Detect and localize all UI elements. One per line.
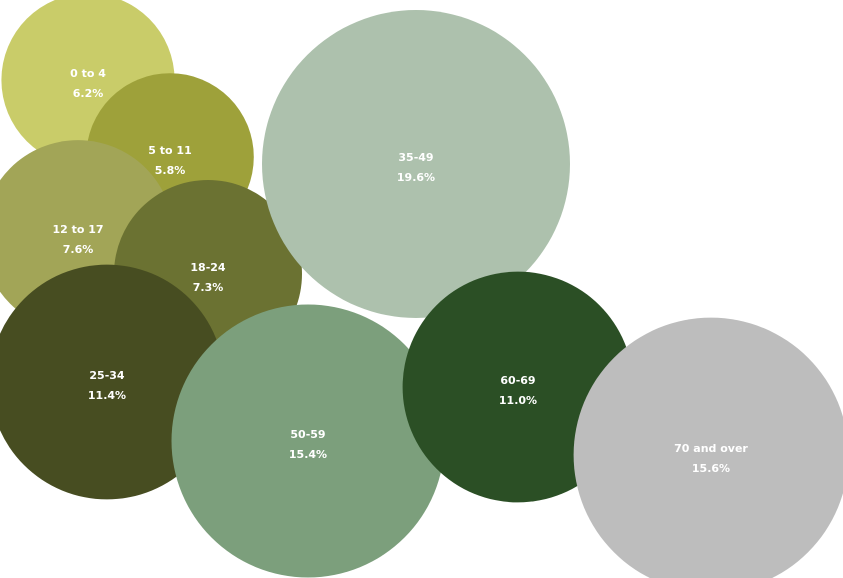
bubble-value-60-69: 11.0% — [499, 394, 537, 407]
bubble-value-5-to-11: 5.8% — [155, 164, 186, 177]
bubble-value-70-and-over: 15.6% — [692, 462, 730, 475]
bubble-25-34: 25-34 11.4% — [0, 264, 225, 500]
bubble-value-12-to-17: 7.6% — [63, 243, 94, 256]
bubble-label-18-24: 18-24 — [190, 261, 226, 274]
bubble-circle-70-and-over — [573, 317, 843, 578]
bubble-label-35-49: 35-49 — [398, 151, 433, 164]
bubble-label-70-and-over: 70 and over — [674, 442, 748, 455]
bubble-70-and-over: 70 and over 15.6% — [573, 317, 843, 578]
bubble-label-60-69: 60-69 — [500, 374, 535, 387]
bubble-value-50-59: 15.4% — [289, 448, 327, 461]
bubble-value-25-34: 11.4% — [88, 389, 126, 402]
bubble-circle-25-34 — [0, 264, 225, 500]
bubble-circle-50-59 — [171, 304, 445, 578]
bubble-label-5-to-11: 5 to 11 — [148, 144, 191, 157]
bubble-value-18-24: 7.3% — [193, 281, 224, 294]
bubble-label-0-to-4: 0 to 4 — [70, 67, 106, 80]
bubble-35-49: 35-49 19.6% — [262, 10, 570, 318]
bubble-value-35-49: 19.6% — [397, 171, 435, 184]
bubble-50-59: 50-59 15.4% — [171, 304, 445, 578]
bubble-label-50-59: 50-59 — [290, 428, 325, 441]
bubble-value-0-to-4: 6.2% — [73, 87, 104, 100]
bubble-label-25-34: 25-34 — [89, 369, 125, 382]
bubble-label-12-to-17: 12 to 17 — [52, 223, 103, 236]
bubble-circle-35-49 — [262, 10, 570, 318]
